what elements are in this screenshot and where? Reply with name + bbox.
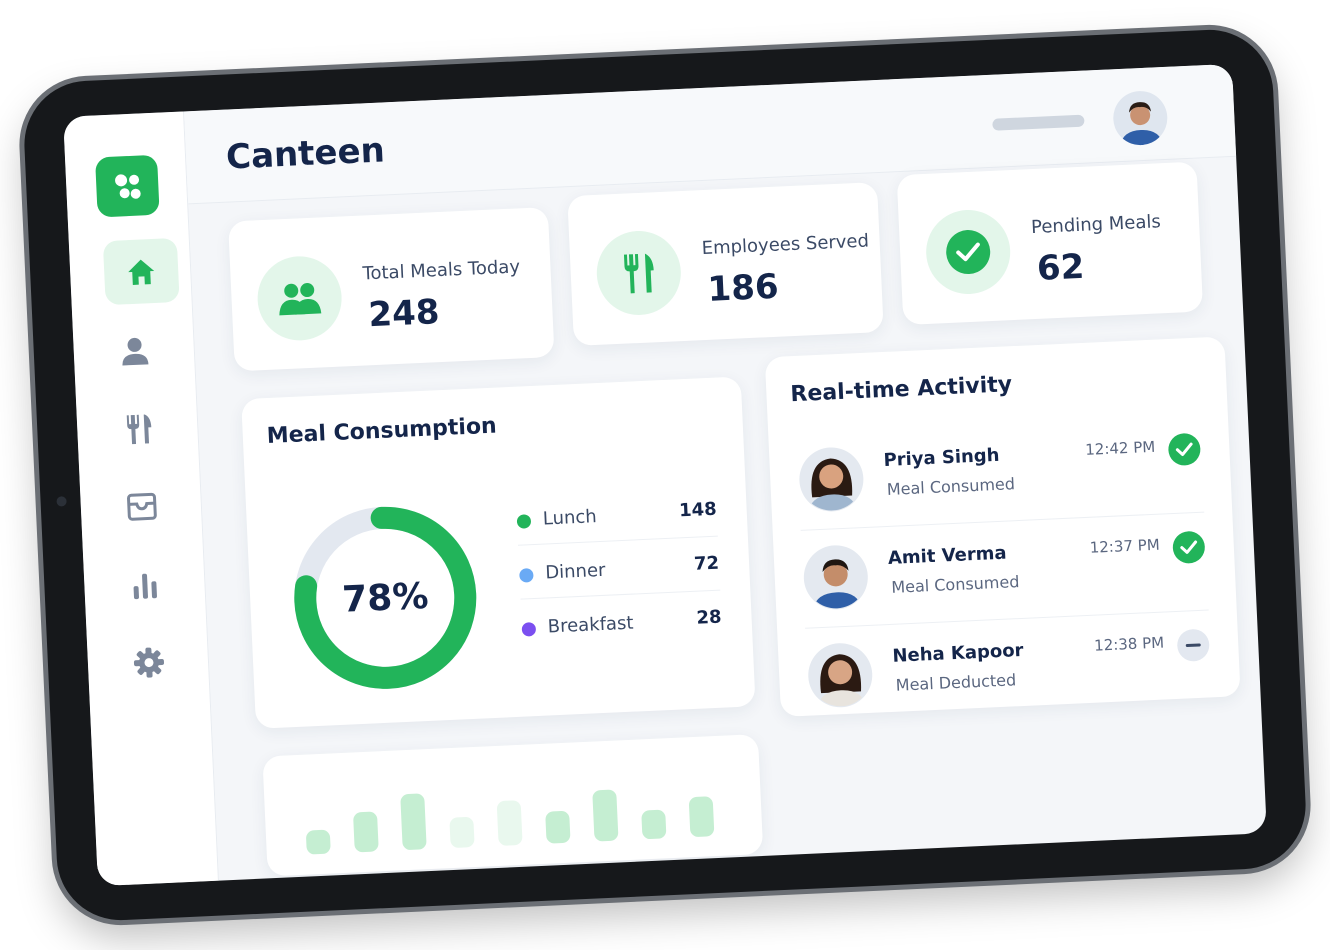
stat-label: Pending Meals [1030,211,1162,239]
activity-row: Amit Verma Meal Consumed 12:37 PM [800,513,1209,629]
activity-avatar [799,447,864,512]
nav-reports[interactable] [121,561,169,609]
check-icon [946,230,991,275]
card-title: Real-time Activity [789,372,1013,408]
mini-chart-card [262,734,764,877]
stat-card: Employees Served 186 [567,182,884,346]
search-pill[interactable] [992,114,1085,131]
card-title: Meal Consumption [266,413,498,450]
mini-bar [449,817,475,848]
mini-bar [496,800,523,846]
legend-value: 28 [695,606,722,629]
app-logo[interactable] [95,154,160,218]
legend-row: Lunch 148 [515,487,718,546]
nav-meals[interactable] [114,405,162,453]
mini-bar [592,789,619,842]
activity-status: Meal Deducted [895,670,1017,695]
sidebar [63,111,219,887]
people-icon [279,283,322,316]
legend-dot [519,568,534,583]
activity-row: Neha Kapoor Meal Deducted 12:38 PM [805,611,1213,725]
activity-status-icon [1177,629,1210,662]
meals-icon [126,414,152,445]
donut-label: 78% [341,576,429,621]
nav-settings[interactable] [125,639,173,687]
activity-time: 12:37 PM [1089,535,1161,557]
stat-value: 186 [706,266,780,310]
mini-bar [688,796,715,837]
legend-value: 72 [693,552,720,575]
legend-row: Breakfast 28 [521,596,723,653]
activity-time: 12:38 PM [1093,633,1165,655]
legend-name: Breakfast [547,612,634,638]
activity-status: Meal Consumed [890,572,1020,597]
home-icon [128,259,155,285]
activity-status-icon [1168,433,1201,466]
activity-name: Priya Singh [883,444,1000,472]
reports-icon [133,573,157,600]
inbox-icon [127,492,157,521]
stat-icon [255,254,344,343]
mini-chart [306,789,715,855]
stat-label: Employees Served [701,230,870,260]
stat-value: 62 [1036,246,1086,289]
activity-time: 12:42 PM [1084,437,1156,459]
mini-bar [306,829,331,855]
stat-card: Pending Meals 62 [896,161,1204,326]
donut-chart: 78% [294,506,477,689]
stat-card: Total Meals Today 248 [228,207,555,372]
meal-consumption-card: Meal Consumption 78% Lunch 148 Dinner 72… [241,376,756,729]
nav-home[interactable] [102,237,180,306]
nav-profile[interactable] [111,327,159,375]
activity-status: Meal Consumed [886,474,1016,499]
profile-icon [122,337,149,366]
legend-value: 148 [678,498,718,522]
activity-avatar [803,545,868,610]
activity-status-icon [1172,531,1205,564]
legend-dot [516,514,532,529]
legend-name: Lunch [542,506,598,530]
nav-inbox[interactable] [118,483,166,531]
legend-dot [521,622,537,637]
legend-name: Dinner [544,559,606,584]
activity-name: Neha Kapoor [891,639,1024,667]
cutlery-icon [623,253,654,294]
screen: Canteen Total Meals Today 248 Employees … [63,63,1267,887]
stat-value: 248 [367,292,441,336]
activity-avatar [808,643,873,708]
mini-bar [400,793,427,850]
camera [56,496,67,507]
logo-icon [115,174,141,199]
activity-card: Real-time Activity Priya Singh Meal Consu… [764,336,1241,717]
tablet-frame: Canteen Total Meals Today 248 Employees … [21,27,1309,923]
top-bar: Canteen [184,63,1237,205]
mini-bar [353,811,379,853]
legend-row: Dinner 72 [518,541,721,600]
mini-bar [545,811,571,844]
mini-bar [641,809,667,840]
stat-label: Total Meals Today [362,256,521,285]
user-avatar[interactable] [1111,89,1169,147]
activity-row: Priya Singh Meal Consumed 12:42 PM [796,415,1205,531]
stat-icon [924,208,1013,296]
stat-icon [594,229,683,317]
donut-arc [294,506,477,689]
page-title: Canteen [225,130,386,178]
activity-name: Amit Verma [887,542,1008,569]
settings-icon [133,647,165,678]
